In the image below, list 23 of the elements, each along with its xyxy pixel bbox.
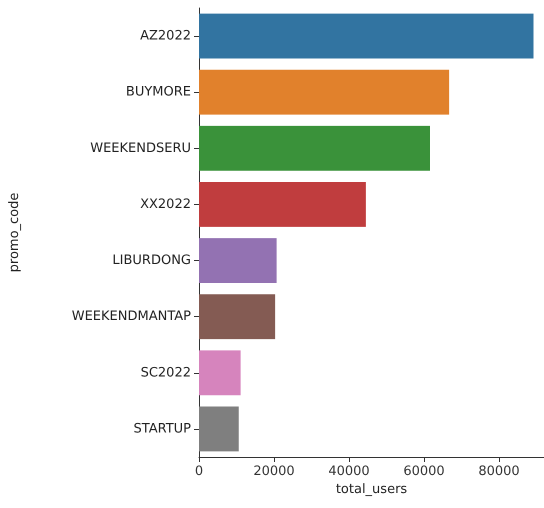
bar	[199, 294, 276, 340]
y-axis-title: promo_code	[7, 192, 22, 272]
bar	[199, 14, 534, 59]
bar	[199, 126, 430, 171]
x-tick-label: 80000	[478, 464, 520, 479]
y-tick-label: BUYMORE	[126, 84, 191, 100]
bar	[199, 406, 239, 452]
bar	[199, 70, 450, 115]
x-axis-title: total_users	[336, 482, 408, 497]
bar	[199, 350, 241, 396]
y-tick-label: WEEKENDSERU	[90, 140, 191, 156]
y-tick-label: SC2022	[140, 365, 191, 380]
bar	[199, 238, 277, 284]
x-tick-label: 60000	[403, 464, 445, 479]
x-tick-label: 20000	[253, 464, 295, 479]
bar	[199, 182, 366, 227]
x-tick-label: 0	[194, 464, 204, 479]
y-tick-label: LIBURDONG	[112, 253, 191, 268]
y-tick-label: AZ2022	[140, 28, 191, 44]
x-tick-label: 40000	[328, 464, 370, 479]
y-tick-label: WEEKENDMANTAP	[72, 309, 192, 324]
y-tick-label: XX2022	[140, 196, 191, 212]
y-tick-label: STARTUP	[134, 421, 192, 436]
